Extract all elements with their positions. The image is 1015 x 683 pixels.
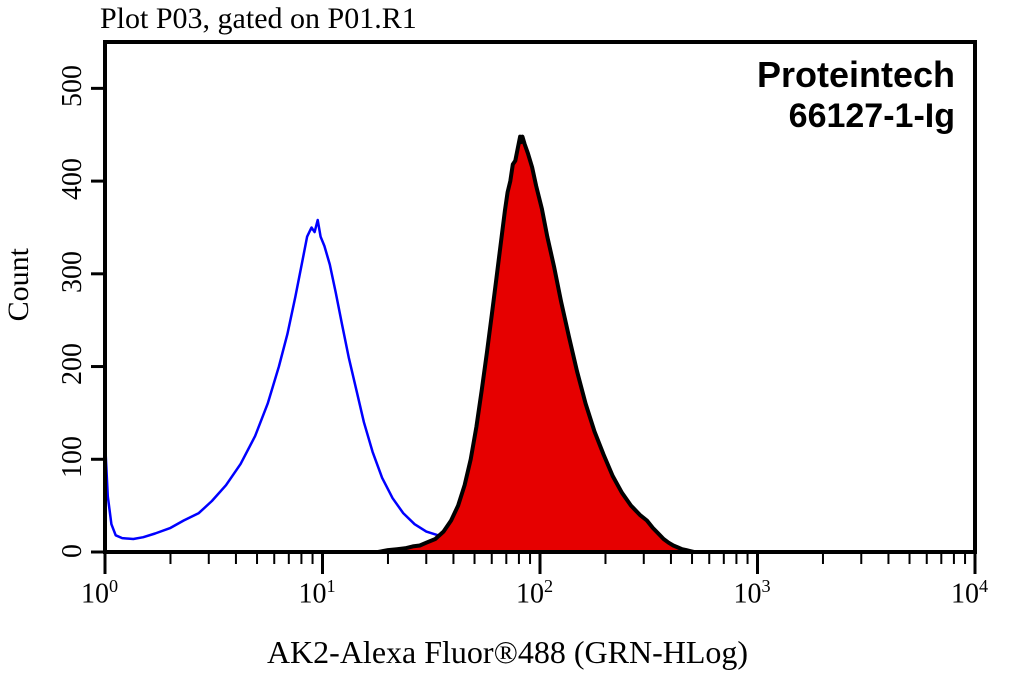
y-tick-label: 100 [57, 436, 89, 478]
x-tick-label: 104 [951, 576, 988, 610]
x-axis-label: AK2-Alexa Fluor®488 (GRN-HLog) [0, 634, 1015, 671]
y-tick-label: 200 [57, 343, 89, 385]
y-tick-label: 300 [57, 251, 89, 293]
x-tick-label: 100 [81, 576, 118, 610]
flow-cytometry-chart: Plot P03, gated on P01.R1 Count Proteint… [0, 0, 1015, 683]
plot-svg [0, 0, 1015, 683]
series-stained [378, 137, 694, 552]
x-tick-label: 102 [516, 576, 553, 610]
y-tick-label: 0 [57, 544, 89, 558]
y-tick-label: 400 [57, 158, 89, 200]
y-tick-label: 500 [57, 65, 89, 107]
x-tick-label: 101 [299, 576, 336, 610]
x-tick-label: 103 [734, 576, 771, 610]
